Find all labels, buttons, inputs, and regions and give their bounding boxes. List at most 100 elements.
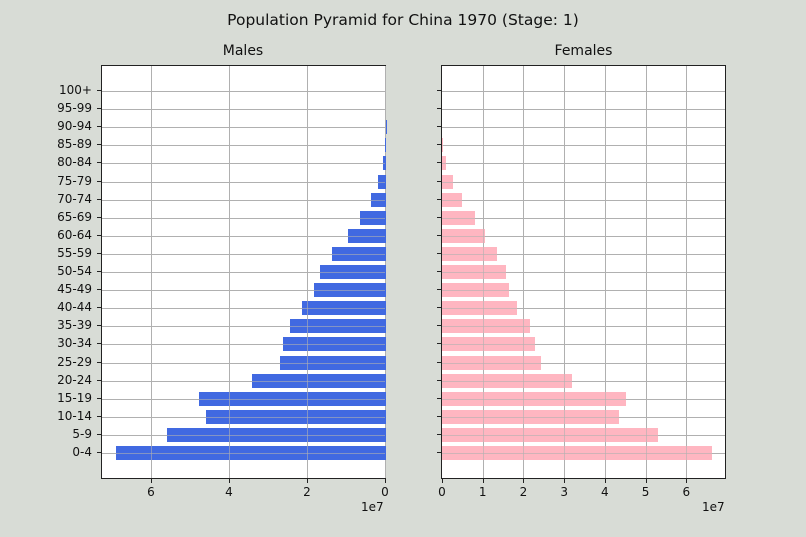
y-tick-mark bbox=[97, 108, 101, 110]
y-tick-mark bbox=[97, 307, 101, 309]
x-tick-mark bbox=[228, 479, 230, 483]
males-x-offset-label: 1e7 bbox=[361, 500, 384, 514]
grid-line-horizontal bbox=[442, 145, 725, 147]
grid-line-horizontal bbox=[102, 416, 385, 418]
y-tick-label: 75-79 bbox=[57, 173, 92, 188]
x-tick-mark bbox=[442, 479, 443, 483]
y-tick-mark bbox=[437, 144, 441, 146]
grid-line-horizontal bbox=[102, 362, 385, 364]
grid-line-horizontal bbox=[102, 109, 385, 111]
y-tick-mark bbox=[97, 325, 101, 327]
y-tick-mark bbox=[97, 180, 101, 182]
y-tick-label: 45-49 bbox=[57, 282, 92, 297]
y-tick-mark bbox=[97, 343, 101, 345]
x-tick-mark bbox=[604, 479, 606, 483]
grid-line-vertical bbox=[564, 66, 566, 478]
y-tick-mark bbox=[437, 252, 441, 254]
y-tick-mark bbox=[97, 90, 101, 91]
x-tick-label: 6 bbox=[147, 485, 155, 499]
grid-line-horizontal bbox=[442, 199, 725, 201]
y-tick-mark bbox=[97, 162, 101, 164]
y-tick-label: 100+ bbox=[59, 83, 92, 97]
x-tick-label: 2 bbox=[519, 485, 528, 499]
y-tick-mark bbox=[437, 415, 441, 417]
x-tick-label: 1 bbox=[478, 485, 487, 499]
y-tick-mark bbox=[97, 252, 101, 254]
grid-line-horizontal bbox=[442, 344, 725, 346]
x-tick-label: 6 bbox=[682, 485, 691, 499]
grid-line-vertical bbox=[604, 66, 606, 478]
y-tick-label: 95-99 bbox=[57, 101, 92, 116]
y-tick-mark bbox=[437, 379, 441, 381]
grid-line-horizontal bbox=[102, 380, 385, 382]
grid-line-horizontal bbox=[442, 326, 725, 328]
females-x-offset-label: 1e7 bbox=[702, 500, 725, 514]
grid-line-horizontal bbox=[102, 344, 385, 346]
grid-line-horizontal bbox=[442, 453, 725, 454]
y-tick-label: 40-44 bbox=[57, 300, 92, 315]
y-tick-label: 30-34 bbox=[57, 336, 92, 351]
y-tick-mark bbox=[97, 234, 101, 236]
x-tick-mark bbox=[564, 479, 566, 483]
y-tick-label: 80-84 bbox=[57, 155, 92, 170]
males-axis-title: Males bbox=[222, 43, 264, 59]
y-tick-mark bbox=[97, 198, 101, 200]
grid-line-vertical bbox=[482, 66, 484, 478]
y-tick-mark bbox=[437, 289, 441, 291]
y-tick-mark bbox=[97, 433, 101, 435]
y-tick-mark bbox=[97, 289, 101, 291]
y-tick-mark bbox=[437, 126, 441, 128]
y-tick-label: 85-89 bbox=[57, 137, 92, 152]
y-tick-mark bbox=[97, 397, 101, 399]
grid-line-horizontal bbox=[442, 253, 725, 255]
grid-line-horizontal bbox=[442, 380, 725, 382]
y-tick-mark bbox=[97, 271, 101, 272]
x-tick-label: 0 bbox=[438, 485, 446, 499]
y-tick-label: 55-59 bbox=[57, 245, 92, 260]
y-tick-label: 65-69 bbox=[57, 209, 92, 224]
grid-line-horizontal bbox=[102, 434, 385, 436]
y-tick-mark bbox=[97, 452, 101, 453]
y-tick-mark bbox=[437, 361, 441, 363]
y-tick-mark bbox=[97, 126, 101, 128]
y-tick-mark bbox=[437, 343, 441, 345]
grid-line-horizontal bbox=[442, 91, 725, 92]
x-tick-mark bbox=[482, 479, 484, 483]
y-tick-label: 20-24 bbox=[57, 372, 92, 387]
grid-line-horizontal bbox=[102, 145, 385, 147]
y-tick-mark bbox=[437, 162, 441, 164]
x-tick-label: 4 bbox=[601, 485, 609, 499]
y-tick-mark bbox=[437, 198, 441, 200]
females-chart-axes bbox=[441, 65, 726, 479]
y-tick-mark bbox=[97, 144, 101, 146]
x-tick-label: 2 bbox=[303, 485, 311, 499]
grid-line-horizontal bbox=[102, 127, 385, 129]
grid-line-vertical bbox=[306, 66, 308, 478]
grid-line-horizontal bbox=[442, 362, 725, 364]
grid-line-horizontal bbox=[102, 453, 385, 454]
grid-line-horizontal bbox=[442, 434, 725, 436]
x-tick-label: 3 bbox=[560, 485, 568, 499]
y-tick-mark bbox=[97, 379, 101, 381]
y-tick-mark bbox=[437, 216, 441, 218]
y-tick-label: 15-19 bbox=[57, 390, 92, 405]
grid-line-horizontal bbox=[442, 163, 725, 165]
grid-line-horizontal bbox=[102, 326, 385, 328]
y-tick-label: 10-14 bbox=[57, 408, 92, 423]
grid-line-vertical bbox=[228, 66, 230, 478]
x-tick-mark bbox=[150, 479, 152, 483]
y-tick-label: 90-94 bbox=[57, 119, 92, 134]
y-tick-mark bbox=[437, 325, 441, 327]
y-tick-mark bbox=[437, 452, 441, 453]
y-tick-label: 5-9 bbox=[72, 426, 92, 441]
grid-line-horizontal bbox=[442, 109, 725, 111]
y-tick-mark bbox=[437, 307, 441, 309]
grid-line-horizontal bbox=[102, 290, 385, 292]
grid-line-horizontal bbox=[102, 398, 385, 400]
y-tick-label: 0-4 bbox=[72, 445, 92, 459]
y-tick-label: 25-29 bbox=[57, 354, 92, 369]
x-tick-mark bbox=[645, 479, 647, 483]
grid-line-horizontal bbox=[102, 91, 385, 92]
x-tick-label: 0 bbox=[381, 485, 389, 499]
y-tick-mark bbox=[437, 271, 441, 272]
